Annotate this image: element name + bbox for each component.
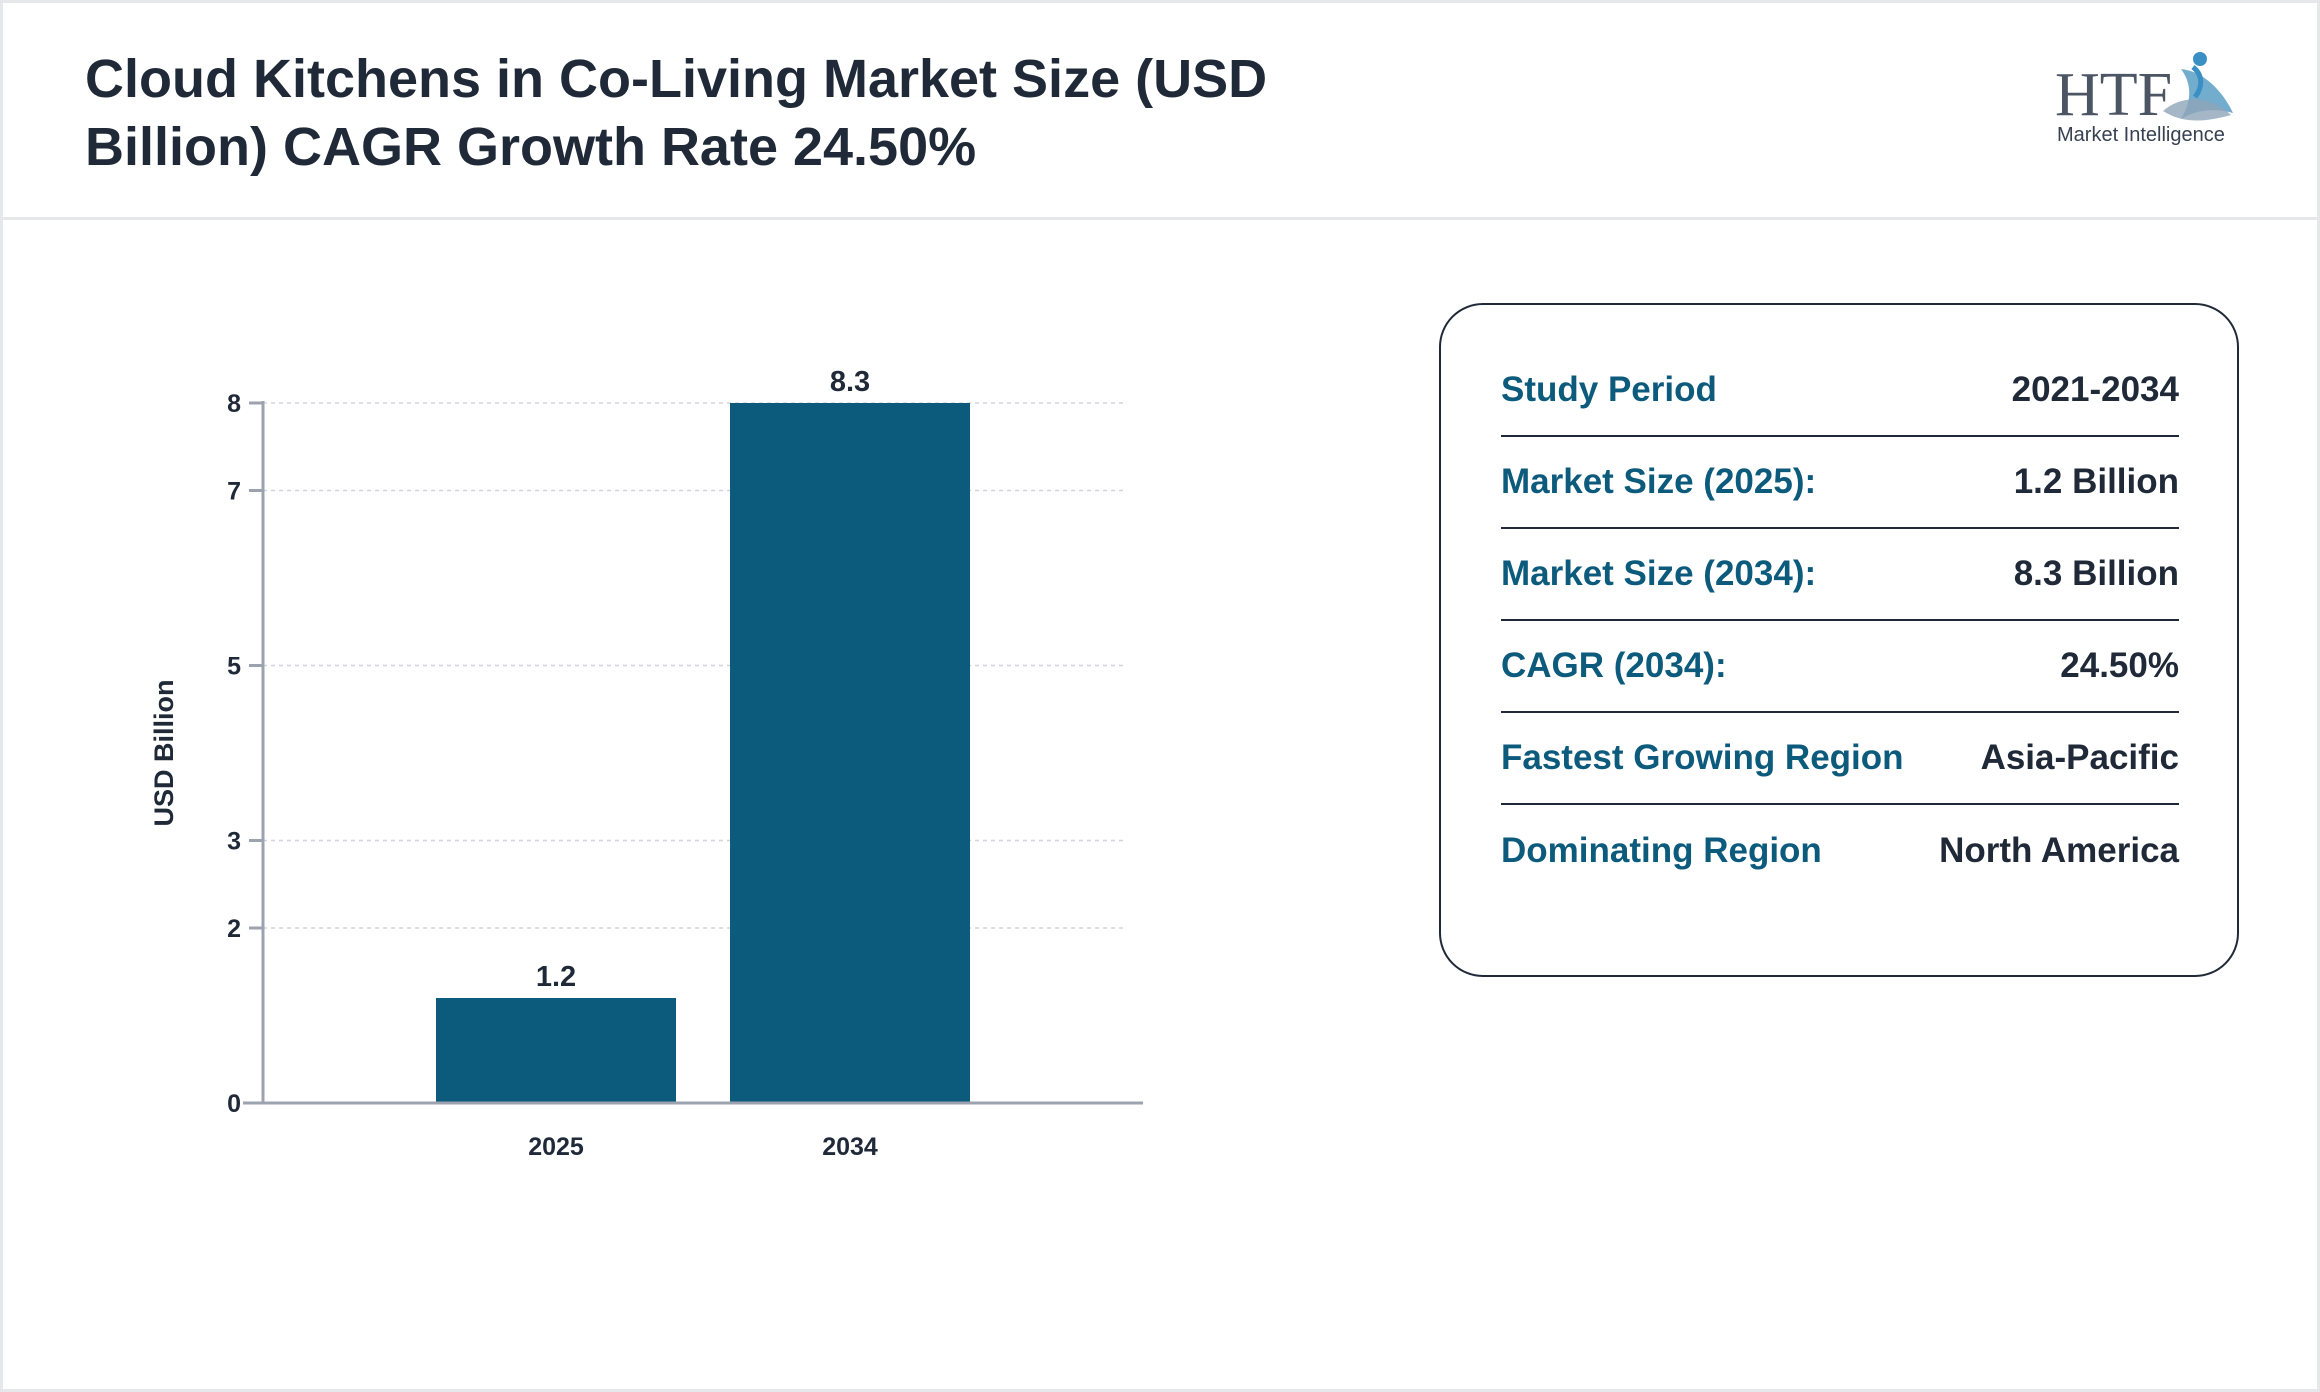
info-label: Fastest Growing Region	[1501, 738, 1904, 777]
info-value: North America	[1939, 831, 2179, 870]
info-value: 2021-2034	[2011, 370, 2179, 409]
htf-logo: HTF Market Intelligence	[2053, 41, 2243, 151]
info-value: 8.3 Billion	[2013, 554, 2179, 593]
info-row: Market Size (2034): 8.3 Billion	[1501, 529, 2179, 621]
info-label: Dominating Region	[1501, 831, 1822, 870]
bars: 1.2 8.3	[436, 366, 970, 1103]
x-tick-label: 2034	[822, 1133, 878, 1161]
info-label: Market Size (2025):	[1501, 462, 1817, 501]
info-card: Study Period 2021-2034 Market Size (2025):…	[1439, 303, 2239, 977]
y-tick-label: 5	[227, 653, 241, 681]
info-row: Market Size (2025): 1.2 Billion	[1501, 437, 2179, 529]
x-tick-labels: 2025 2034	[528, 1133, 878, 1161]
chart-svg: 1.2 8.3 0 2 3 5 7 8 2025 2034 USD Billion	[149, 366, 1143, 1161]
y-tick-label: 0	[227, 1090, 241, 1118]
info-label: Market Size (2034):	[1501, 554, 1817, 593]
y-tick-label: 2	[227, 915, 241, 943]
bar-data-label: 1.2	[536, 961, 576, 993]
y-tick-label: 3	[227, 828, 241, 856]
y-tick-label: 8	[227, 390, 241, 418]
bar-2025	[436, 998, 676, 1103]
header: Cloud Kitchens in Co-Living Market Size …	[3, 3, 2317, 220]
x-tick-label: 2025	[528, 1133, 584, 1161]
grid-lines	[263, 402, 1123, 1104]
y-tick-label: 7	[227, 478, 241, 506]
info-row: CAGR (2034): 24.50%	[1501, 621, 2179, 713]
info-value: 24.50%	[2060, 646, 2179, 685]
y-axis-title: USD Billion	[149, 680, 179, 827]
info-value: 1.2 Billion	[2013, 462, 2179, 501]
logo-subtitle: Market Intelligence	[2057, 124, 2225, 146]
info-label: CAGR (2034):	[1501, 646, 1727, 685]
logo-mark: HTF	[2055, 61, 2172, 129]
bar-chart: 1.2 8.3 0 2 3 5 7 8 2025 2034 USD Billion	[123, 333, 1183, 1193]
info-row: Study Period 2021-2034	[1501, 345, 2179, 437]
info-row: Dominating Region North America	[1501, 805, 2179, 897]
bar-data-label: 8.3	[830, 366, 870, 398]
logo-swirl-icon	[2163, 52, 2233, 121]
info-label: Study Period	[1501, 370, 1717, 409]
info-value: Asia-Pacific	[1980, 738, 2179, 777]
y-ticks: 0 2 3 5 7 8	[227, 390, 263, 1118]
page-title: Cloud Kitchens in Co-Living Market Size …	[85, 49, 1268, 177]
info-row: Fastest Growing Region Asia-Pacific	[1501, 713, 2179, 805]
bar-2034	[730, 403, 970, 1103]
